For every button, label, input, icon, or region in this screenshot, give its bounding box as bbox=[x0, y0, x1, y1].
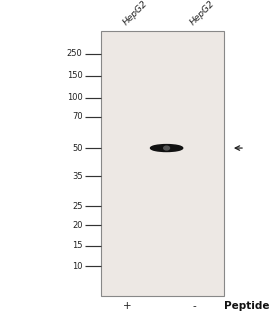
Text: 150: 150 bbox=[67, 71, 83, 80]
Ellipse shape bbox=[164, 146, 169, 150]
Text: Peptide: Peptide bbox=[224, 301, 269, 311]
Text: -: - bbox=[193, 301, 197, 311]
Text: 25: 25 bbox=[72, 202, 83, 211]
Text: 10: 10 bbox=[72, 262, 83, 271]
FancyBboxPatch shape bbox=[101, 32, 224, 296]
Text: 100: 100 bbox=[67, 93, 83, 102]
Text: +: + bbox=[123, 301, 132, 311]
Ellipse shape bbox=[151, 145, 183, 152]
Text: 70: 70 bbox=[72, 112, 83, 121]
Text: 35: 35 bbox=[72, 172, 83, 181]
Text: 20: 20 bbox=[72, 221, 83, 230]
Text: 50: 50 bbox=[72, 144, 83, 152]
Text: HepG2: HepG2 bbox=[188, 0, 216, 27]
Text: 250: 250 bbox=[67, 49, 83, 58]
Text: HepG2: HepG2 bbox=[121, 0, 149, 27]
Text: 15: 15 bbox=[72, 241, 83, 250]
